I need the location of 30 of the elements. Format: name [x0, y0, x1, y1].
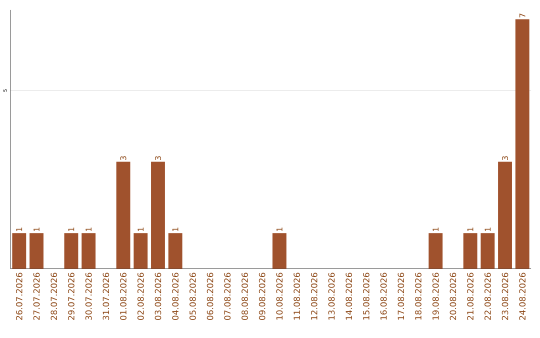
x-tick-label: 14.08.2026: [346, 272, 352, 320]
x-tick-label: 01.08.2026: [120, 272, 126, 320]
x-tick-label: 13.08.2026: [328, 272, 335, 320]
x-tick-label: 30.07.2026: [85, 272, 92, 320]
x-tick-label: 17.08.2026: [398, 272, 404, 320]
x-tick-label: 18.08.2026: [415, 272, 422, 320]
x-tick-label: 16.08.2026: [380, 272, 387, 320]
x-tick-label: 02.08.2026: [137, 272, 144, 320]
x-tick-label: 23.08.2026: [502, 272, 508, 320]
x-tick-label: 10.08.2026: [276, 272, 283, 320]
x-tick-label: 03.08.2026: [154, 272, 162, 320]
x-tick-label: 22.08.2026: [484, 272, 491, 320]
x-tick-label: 11.08.2026: [294, 272, 300, 320]
x-tick-label: 21.08.2026: [467, 272, 474, 320]
x-tick-label: 26.07.2026: [16, 272, 22, 320]
x-tick-label: 09.08.2026: [258, 272, 266, 320]
x-tick-label: 29.07.2026: [68, 272, 74, 320]
x-tick-label: 07.08.2026: [224, 272, 231, 320]
x-tick-label: 04.08.2026: [172, 272, 179, 320]
x-tick-label: 28.07.2026: [50, 272, 58, 320]
x-tick-label: 19.08.2026: [432, 272, 439, 320]
x-tick-label: 24.08.2026: [519, 272, 526, 320]
x-tick-label: 06.08.2026: [206, 272, 214, 320]
x-tick-label: 15.08.2026: [363, 272, 370, 320]
x-tick-label: 05.08.2026: [190, 272, 196, 320]
x-tick-label: 12.08.2026: [310, 272, 318, 320]
x-tick-label: 08.08.2026: [242, 272, 248, 320]
x-tick-label: 20.08.2026: [450, 272, 456, 320]
x-tick-label: 27.07.2026: [33, 272, 40, 320]
x-tick-label: 31.07.2026: [102, 272, 110, 320]
